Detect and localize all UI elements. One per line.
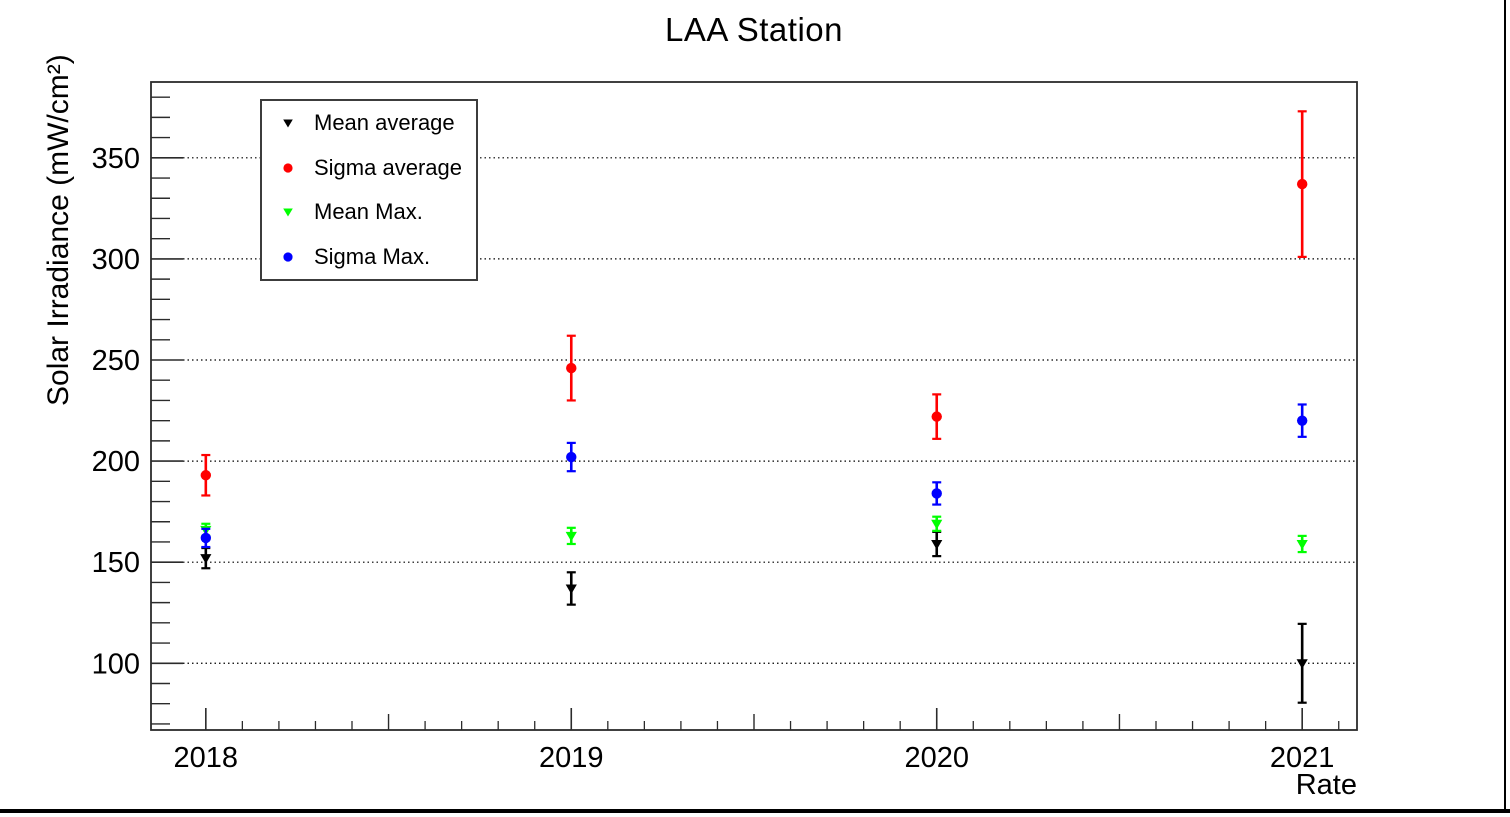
chart-title: LAA Station xyxy=(665,11,843,48)
data-point-marker xyxy=(566,451,577,463)
x-axis-title: Rate xyxy=(1295,769,1357,801)
sigma-average-marker-icon xyxy=(283,163,293,173)
window-border-right xyxy=(1504,0,1506,813)
data-point-marker xyxy=(200,554,212,564)
x-tick-label-2021: 2021 xyxy=(1270,742,1335,774)
data-point-marker xyxy=(1296,178,1308,190)
y-tick-label-150: 150 xyxy=(92,547,140,579)
legend-marker-mean-average-icon xyxy=(262,115,314,131)
legend-entry-sigma-average: Sigma average xyxy=(262,146,476,191)
y-axis: 100 150 200 250 300 350 xyxy=(92,96,183,725)
mean-average-marker-icon xyxy=(283,119,293,128)
legend-label: Sigma average xyxy=(314,154,462,180)
y-axis-title: Solar Irradiance (mW/cm²) xyxy=(42,54,75,406)
legend: Mean average Sigma average Mean Max. Sig… xyxy=(260,99,478,281)
data-point-marker xyxy=(1296,659,1308,669)
legend-marker-mean-max-icon xyxy=(262,204,314,220)
x-axis: 2018 2019 2020 2021 xyxy=(174,708,1340,774)
y-tick-label-200: 200 xyxy=(92,446,140,478)
data-point-marker xyxy=(200,532,212,544)
x-tick-label-2018: 2018 xyxy=(174,742,239,774)
y-tick-label-100: 100 xyxy=(92,648,140,680)
data-point-marker xyxy=(931,539,943,550)
y-tick-label-300: 300 xyxy=(92,244,140,276)
mean-max-marker-icon xyxy=(283,208,293,217)
series-mean-max xyxy=(200,515,1308,554)
data-point-marker xyxy=(565,531,577,542)
legend-label: Sigma Max. xyxy=(314,243,431,269)
legend-marker-sigma-max-icon xyxy=(262,249,314,265)
y-tick-label-350: 350 xyxy=(92,143,140,175)
data-point-marker xyxy=(1296,415,1308,426)
data-point-marker xyxy=(565,584,577,595)
sigma-max-marker-icon xyxy=(283,252,293,262)
series-sigma-average xyxy=(200,110,1308,497)
legend-marker-sigma-average-icon xyxy=(262,160,314,176)
legend-label: Mean Max. xyxy=(314,199,423,225)
window-border-bottom xyxy=(0,809,1510,813)
data-point-marker xyxy=(931,519,943,530)
legend-entry-mean-average: Mean average xyxy=(262,101,476,146)
data-point-marker xyxy=(566,362,577,374)
x-tick-label-2020: 2020 xyxy=(904,742,969,774)
data-point-marker xyxy=(1296,539,1308,550)
legend-entry-sigma-max: Sigma Max. xyxy=(262,235,476,280)
data-point-marker xyxy=(931,488,942,499)
series-mean-average xyxy=(200,530,1308,704)
x-tick-label-2019: 2019 xyxy=(539,742,604,774)
legend-label: Mean average xyxy=(314,110,455,136)
data-point-marker xyxy=(200,470,212,481)
series-sigma-max xyxy=(200,403,1308,549)
legend-entry-mean-max: Mean Max. xyxy=(262,190,476,235)
data-point-marker xyxy=(931,411,942,422)
y-tick-label-250: 250 xyxy=(92,345,140,377)
